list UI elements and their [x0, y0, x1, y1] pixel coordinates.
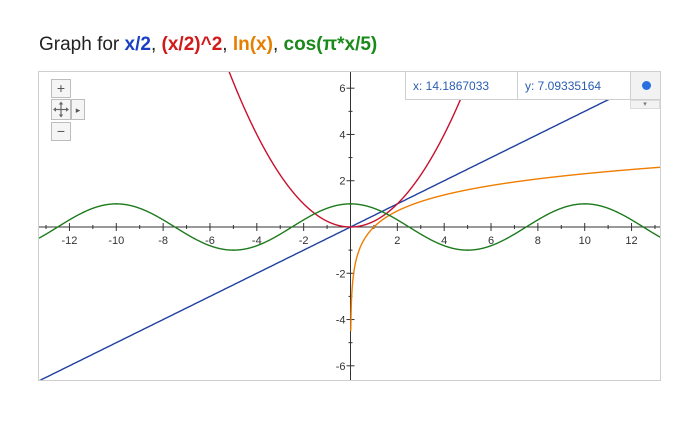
title-fn-2: (x/2)^2 [161, 34, 223, 55]
title-separator-3: , [272, 34, 284, 55]
x-tick-label: 4 [441, 235, 447, 247]
series-line-2 [228, 72, 473, 228]
y-tick-label: 4 [339, 129, 345, 141]
x-tick-label: -6 [205, 235, 215, 247]
y-tick-label: -4 [336, 315, 346, 327]
x-tick-label: -2 [299, 235, 309, 247]
trace-dot-icon [642, 81, 651, 90]
title-fn-3: ln(x) [232, 34, 273, 55]
title-fn-4: cos(π*x/5) [283, 34, 378, 55]
pan-button[interactable] [51, 99, 71, 120]
x-tick-label: 10 [579, 235, 591, 247]
trace-toggle-button[interactable] [630, 72, 660, 100]
title-fn-1: x/2 [124, 34, 151, 55]
x-tick-label: -10 [108, 235, 124, 247]
series-line-4 [39, 203, 660, 251]
y-tick-label: 2 [339, 176, 345, 188]
x-tick-label: 2 [394, 235, 400, 247]
x-tick-label: -8 [158, 235, 168, 247]
y-tick-label: -2 [336, 268, 346, 280]
expand-button[interactable]: ▾ [630, 100, 660, 109]
title-prefix: Graph for [39, 34, 125, 55]
x-tick-label: -4 [252, 235, 262, 247]
title-separator-2: , [222, 34, 233, 55]
readout-x: x: 14.1867033 [405, 72, 517, 100]
zoom-in-button[interactable]: + [51, 79, 71, 98]
pan-right-button[interactable]: ▸ [71, 99, 85, 120]
x-tick-label: 12 [625, 235, 637, 247]
graph-canvas[interactable]: -12 -10 -8 -6 -4 -2 2 4 6 8 10 12 -6 -4 -2 2 4 6 [38, 71, 661, 381]
x-tick-label: 8 [535, 235, 541, 247]
pan-arrows-icon [53, 101, 69, 118]
graph-title: Graph for x/2, (x/2)^2, ln(x), cos(π*x/5… [39, 34, 377, 56]
x-tick-label: 6 [488, 235, 494, 247]
series-line-3 [350, 166, 660, 332]
plot-svg[interactable]: -12 -10 -8 -6 -4 -2 2 4 6 8 10 12 -6 -4 -2 2 4 6 [39, 72, 661, 381]
readout-y: y: 7.09335164 [517, 72, 630, 100]
y-tick-label: -6 [336, 361, 346, 373]
y-tick-label: 6 [339, 83, 345, 95]
zoom-out-button[interactable]: − [51, 122, 71, 141]
title-separator-1: , [150, 34, 162, 55]
x-tick-label: -12 [61, 235, 77, 247]
